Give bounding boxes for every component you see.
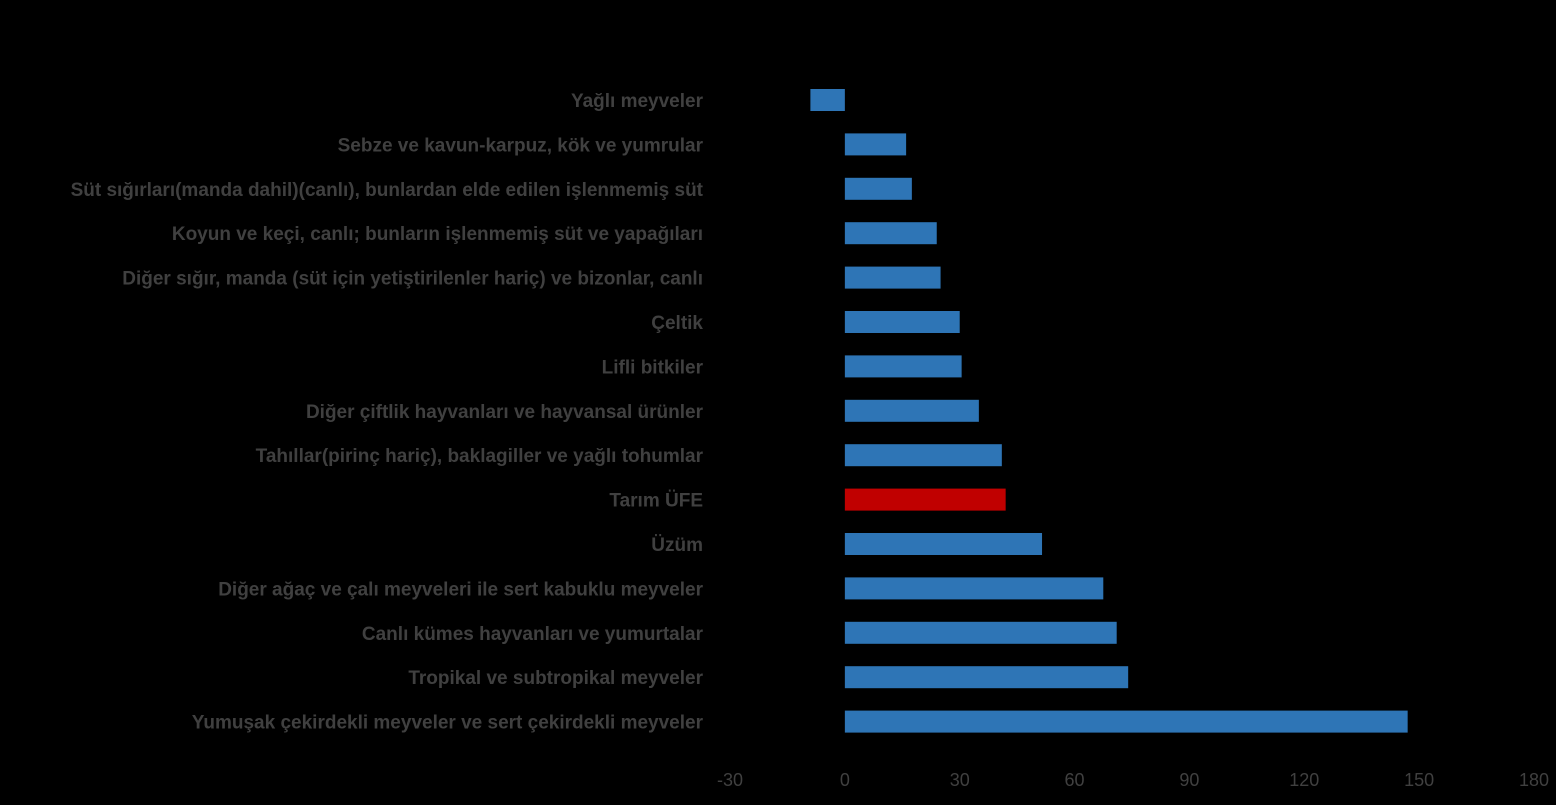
bar-1 bbox=[844, 133, 907, 156]
bar-0 bbox=[810, 89, 845, 111]
x-tick-label-6: 150 bbox=[1404, 770, 1434, 790]
category-label-4: Diğer sığır, manda (süt için yetiştirile… bbox=[122, 269, 703, 290]
bar-5 bbox=[844, 311, 960, 333]
x-tick-label-2: 30 bbox=[950, 770, 970, 790]
bar-8 bbox=[844, 444, 1002, 467]
category-label-11: Diğer ağaç ve çalı meyveleri ile sert ka… bbox=[218, 579, 703, 600]
bar-4 bbox=[844, 266, 941, 289]
bar-7 bbox=[844, 399, 979, 422]
category-label-7: Diğer çiftlik hayvanları ve hayvansal ür… bbox=[306, 402, 704, 423]
category-label-6: Lifli bitkiler bbox=[602, 357, 704, 378]
x-tick-label-1: 0 bbox=[840, 770, 850, 790]
bar-2 bbox=[844, 177, 912, 200]
bar-13 bbox=[844, 666, 1129, 689]
bars-group bbox=[810, 89, 1408, 733]
category-label-9: Tarım ÜFE bbox=[609, 491, 703, 512]
category-label-8: Tahıllar(pirinç hariç), baklagiller ve y… bbox=[256, 446, 704, 467]
x-tick-label-7: 180 bbox=[1519, 770, 1549, 790]
x-tick-label-0: -30 bbox=[717, 770, 743, 790]
category-label-14: Yumuşak çekirdekli meyveler ve sert çeki… bbox=[192, 713, 704, 734]
x-tick-label-4: 90 bbox=[1179, 770, 1199, 790]
bar-11 bbox=[844, 577, 1104, 600]
bar-9 bbox=[844, 488, 1006, 511]
category-label-0: Yağlı meyveler bbox=[571, 91, 704, 112]
bar-3 bbox=[844, 222, 937, 245]
category-label-2: Süt sığırları(manda dahil)(canlı), bunla… bbox=[71, 180, 704, 201]
category-label-10: Üzüm bbox=[651, 535, 703, 556]
category-labels-group: Yağlı meyveler Sebze ve kavun-karpuz, kök… bbox=[71, 91, 704, 734]
category-label-13: Tropikal ve subtropikal meyveler bbox=[408, 668, 703, 689]
x-tick-label-3: 60 bbox=[1065, 770, 1085, 790]
bar-14 bbox=[844, 710, 1408, 733]
bar-10 bbox=[844, 533, 1043, 555]
category-label-1: Sebze ve kavun-karpuz, kök ve yumrular bbox=[338, 135, 704, 156]
bar-12 bbox=[844, 621, 1117, 644]
bar-6 bbox=[844, 355, 962, 378]
x-tick-label-5: 120 bbox=[1289, 770, 1319, 790]
category-label-12: Canlı kümes hayvanları ve yumurtalar bbox=[362, 624, 704, 645]
category-label-5: Çeltik bbox=[651, 313, 703, 334]
category-label-3: Koyun ve keçi, canlı; bunların işlenmemi… bbox=[172, 224, 703, 245]
x-tick-labels-group: -30 0 30 60 90 120 150 180 bbox=[717, 770, 1549, 790]
